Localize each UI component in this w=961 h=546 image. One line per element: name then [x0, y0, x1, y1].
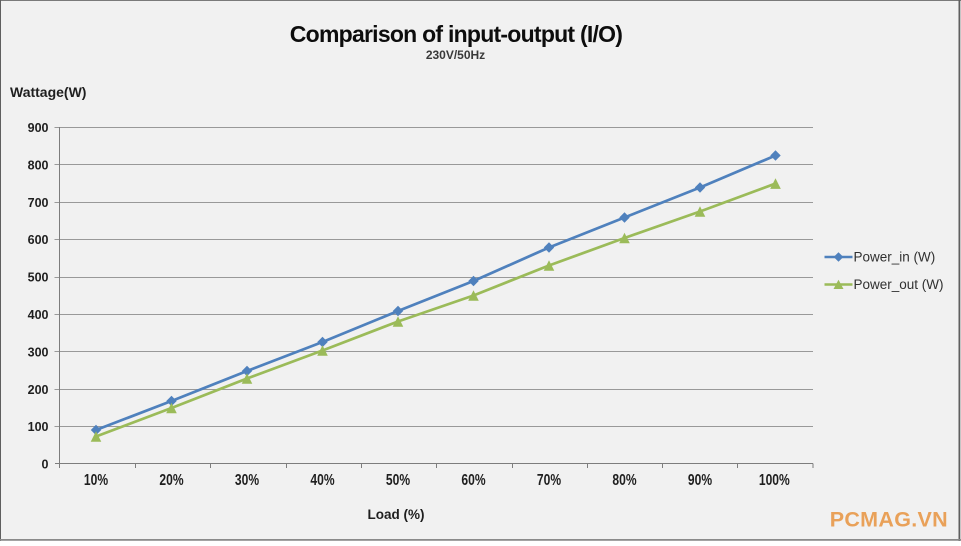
svg-text:70%: 70%	[537, 470, 561, 488]
svg-text:800: 800	[28, 158, 49, 172]
svg-text:30%: 30%	[235, 470, 259, 488]
svg-text:Comparison of input-output (I/: Comparison of input-output (I/O)	[290, 21, 623, 47]
svg-text:100%: 100%	[759, 470, 790, 488]
svg-text:700: 700	[28, 196, 49, 210]
svg-text:Load (%): Load (%)	[368, 507, 425, 522]
svg-text:Power_out (W): Power_out (W)	[854, 277, 944, 292]
svg-text:300: 300	[28, 345, 49, 359]
svg-text:0: 0	[42, 458, 49, 472]
svg-text:50%: 50%	[386, 470, 410, 488]
svg-text:Wattage(W): Wattage(W)	[10, 84, 86, 100]
svg-text:10%: 10%	[84, 470, 108, 488]
svg-text:90%: 90%	[688, 470, 712, 488]
svg-text:600: 600	[28, 233, 49, 247]
svg-text:100: 100	[28, 420, 49, 434]
svg-text:20%: 20%	[159, 470, 183, 488]
svg-text:500: 500	[28, 271, 49, 285]
svg-text:Power_in (W): Power_in (W)	[854, 250, 936, 265]
svg-text:400: 400	[28, 308, 49, 322]
svg-text:200: 200	[28, 383, 49, 397]
svg-text:230V/50Hz: 230V/50Hz	[426, 48, 485, 62]
svg-text:60%: 60%	[461, 470, 485, 488]
svg-text:40%: 40%	[310, 470, 334, 488]
svg-text:PCMAG.VN: PCMAG.VN	[830, 508, 948, 532]
svg-text:80%: 80%	[612, 470, 636, 488]
svg-text:900: 900	[28, 121, 49, 135]
